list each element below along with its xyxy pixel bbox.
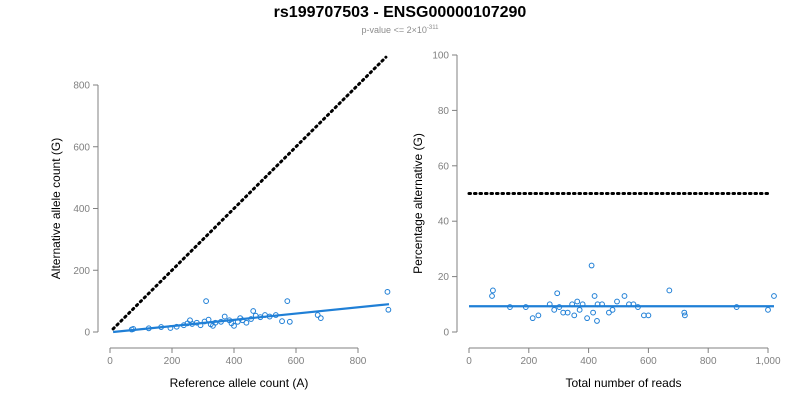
panel2-data-point (614, 298, 620, 305)
panel1-y-tick-label: 200 (73, 266, 90, 277)
panel2-data-point (490, 287, 496, 294)
panel2-data-point (645, 312, 652, 319)
panel1-x-tick-label: 400 (226, 356, 243, 367)
panel2-data-point (564, 309, 571, 316)
panel2-data-point (554, 290, 561, 297)
panel2-y-tick-label: 20 (438, 272, 450, 283)
panel2-y-axis-title: Percentage alternative (G) (411, 133, 425, 274)
panel2-data-point (551, 306, 558, 313)
chart-title: rs199707503 - ENSG00000107290 (273, 4, 527, 21)
panel2-data-point (591, 293, 598, 299)
panel2-y-tick-label: 0 (443, 328, 449, 339)
panel2-x-tick-label: 400 (580, 356, 597, 367)
panel2-data-point (765, 306, 771, 313)
panel1-data-point (279, 318, 285, 325)
panel1-x-axis-title: Reference allele count (A) (170, 376, 309, 390)
panel2-data-point (621, 293, 628, 299)
panel1-data-point (284, 298, 291, 305)
panel1-data-point (221, 313, 228, 320)
panel2-x-tick-label: 0 (466, 356, 472, 367)
subtitle-exponent: -311 (426, 25, 439, 31)
subtitle-times: × (411, 25, 417, 35)
chart-subtitle: p-value <= 2×10-311 (0, 25, 800, 35)
panel2-data-point (609, 306, 616, 313)
panel2-data-point (529, 315, 536, 322)
panel2-data-point (571, 312, 578, 319)
panel2-data-point (584, 315, 591, 322)
panel2-data-point (594, 318, 600, 324)
panel2-x-axis-title: Total number of reads (565, 376, 681, 390)
panel2-data-point (574, 298, 581, 305)
panel1-data-point (385, 306, 392, 313)
panel1-data-point (250, 308, 257, 314)
panel2-y-tick-label: 100 (432, 51, 449, 62)
panel1-fit-line (112, 303, 390, 334)
panel2-y-tick-label: 60 (438, 161, 450, 172)
panel1-data-point (243, 319, 250, 326)
panel1-data-point (314, 312, 321, 318)
panel2-data-point (681, 309, 688, 316)
panel2-data-point (489, 293, 495, 299)
panel2-y-tick-label: 40 (438, 217, 450, 228)
panel2-x-tick-label: 200 (520, 356, 537, 367)
panel2-data-point (576, 306, 583, 313)
panel1-y-tick-label: 0 (84, 328, 90, 339)
panel1-data-point (384, 288, 391, 295)
panel1-y-tick-label: 600 (73, 142, 90, 153)
subtitle-prefix: p-value <= 2 (361, 25, 412, 35)
panel2-x-tick-label: 600 (640, 356, 657, 367)
panel2-y-tick-label: 80 (438, 106, 450, 117)
panel2-data-point (666, 287, 673, 294)
panel1-x-tick-label: 600 (288, 356, 305, 367)
panel1-y-axis-title: Alternative allele count (G) (49, 138, 63, 279)
panel1-x-tick-label: 800 (350, 356, 367, 367)
panel1-data-point (203, 298, 210, 305)
subtitle-base: 10 (416, 25, 427, 35)
panel2-x-tick-label: 1,000 (755, 356, 780, 367)
panel2-data-point (606, 309, 612, 316)
panel1-reference-line (111, 55, 388, 331)
panel1-x-tick-label: 200 (164, 356, 181, 367)
panel2-x-tick-label: 800 (700, 356, 717, 367)
panel1-x-tick-label: 0 (107, 356, 113, 367)
panel2-data-point (535, 312, 542, 319)
panel2-data-point (771, 293, 777, 299)
panel2-data-point (681, 312, 688, 319)
panel2-data-point (590, 309, 596, 316)
panel1-data-point (317, 315, 324, 322)
panel1-data-point (231, 322, 237, 329)
panel1-y-tick-label: 800 (73, 81, 90, 92)
panel2-data-point (588, 262, 595, 269)
panel1-data-point (286, 318, 293, 325)
panel1-y-tick-label: 400 (73, 204, 90, 215)
